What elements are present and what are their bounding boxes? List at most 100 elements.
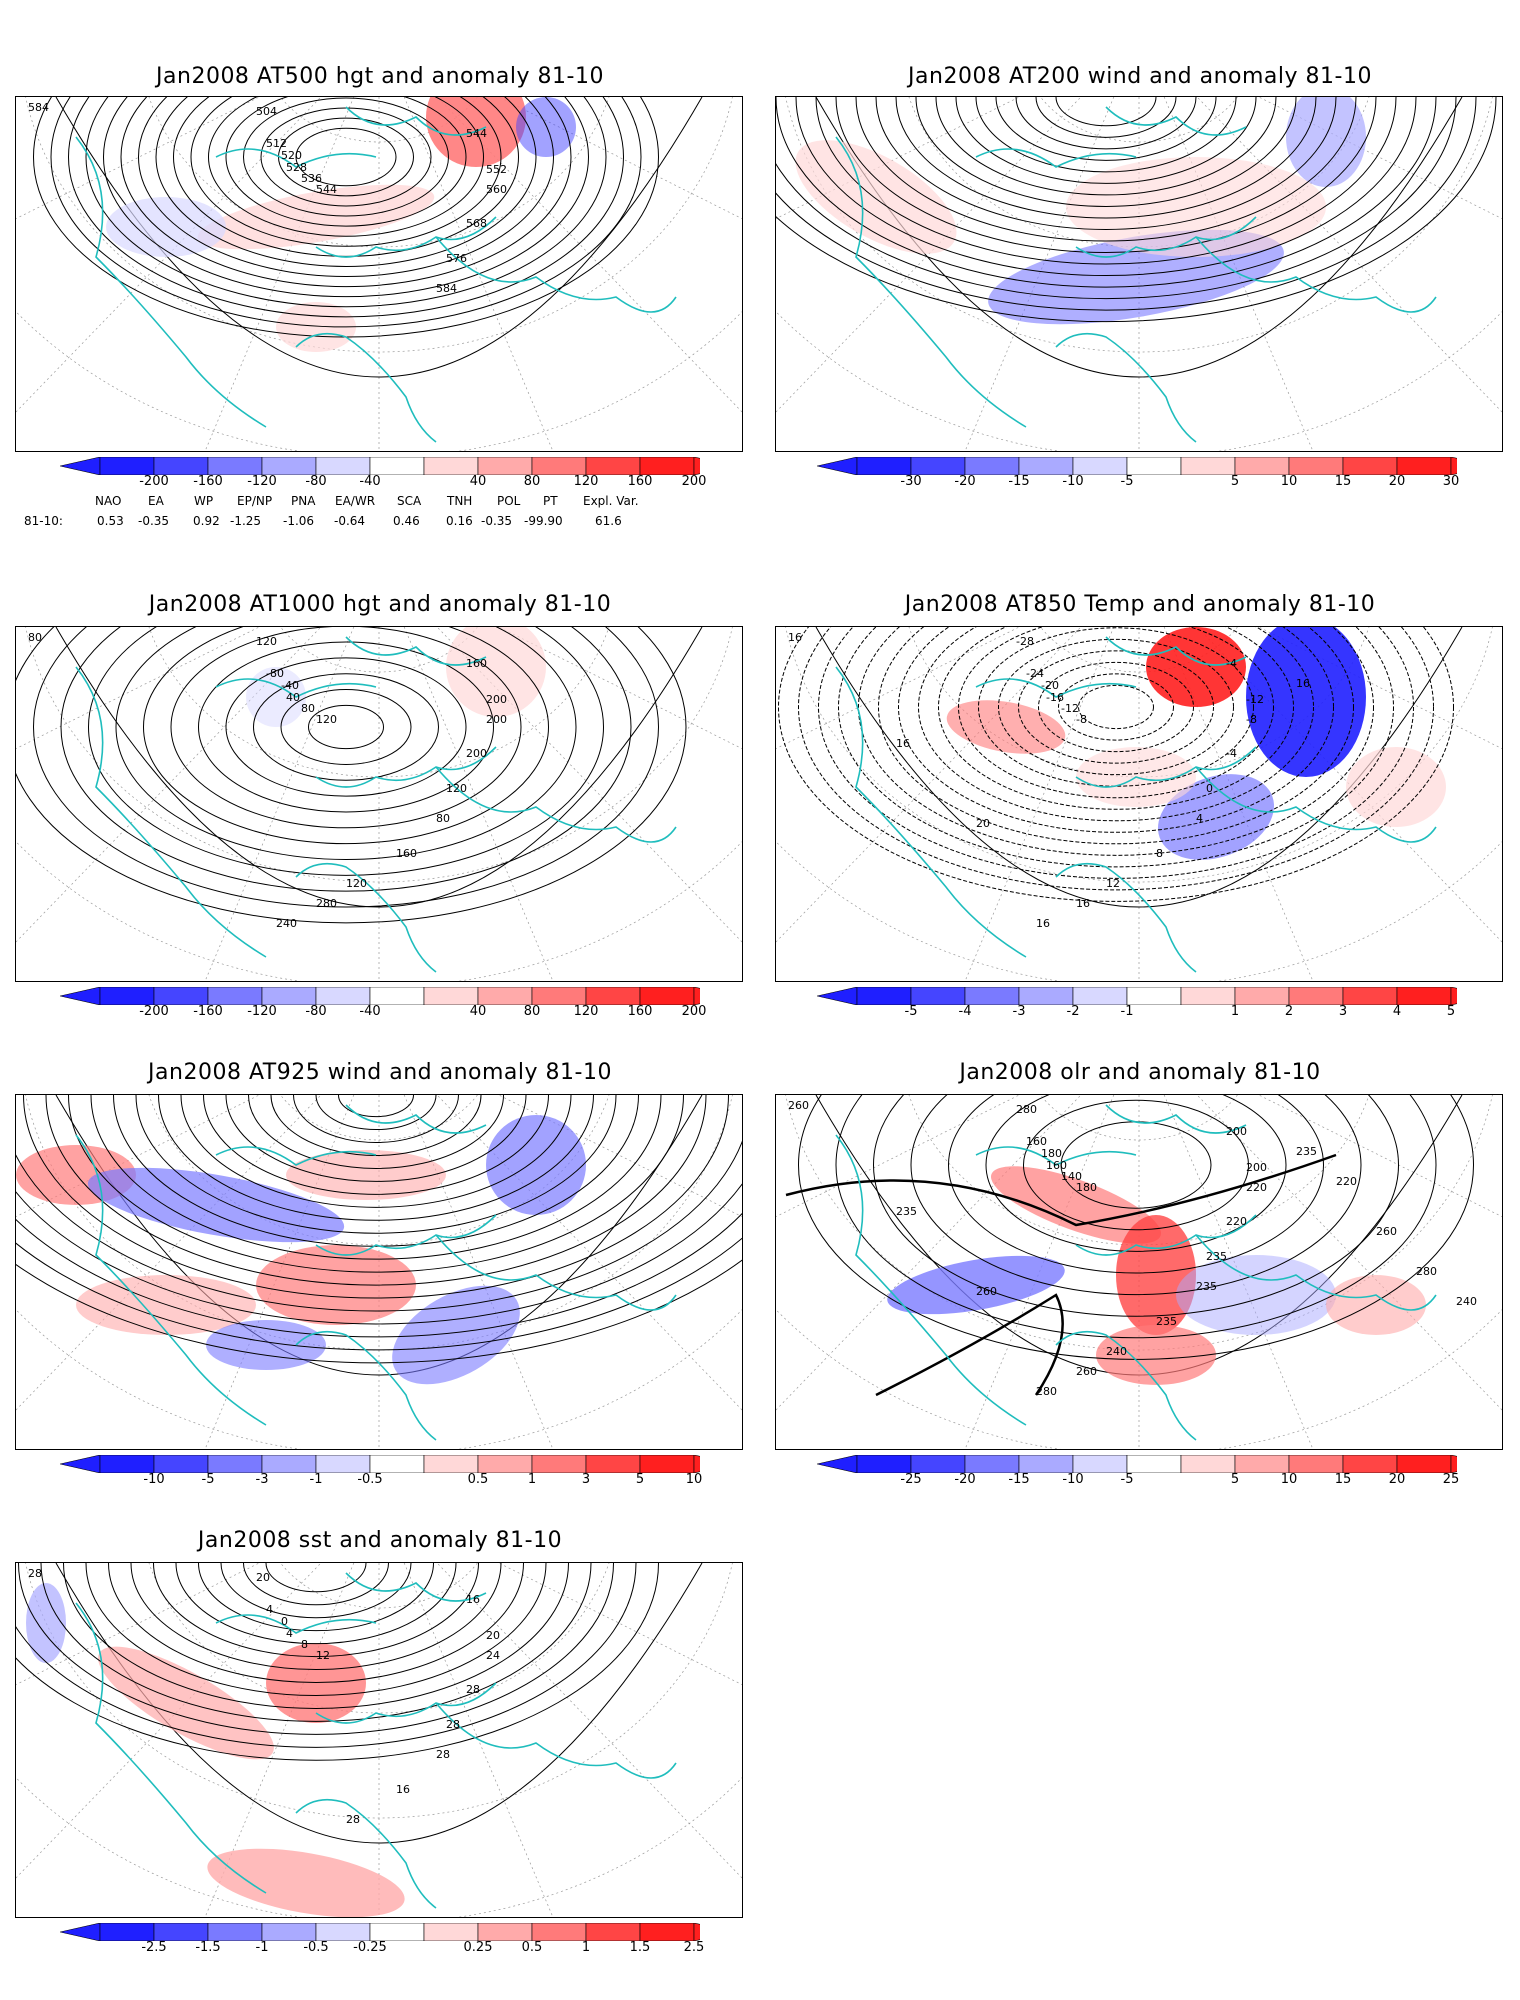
colorbar-tick-label: -40 [359, 1004, 381, 1019]
contour-line [16, 1563, 637, 1748]
colorbar-segment [964, 1455, 1020, 1473]
colorbar-right-arrow [693, 1923, 700, 1941]
contour-label: 200 [1226, 1125, 1247, 1138]
colorbar-tick-labels: -2.5 -1.5 -1 -0.5 -0.25 0.25 0.5 1 1.5 2.5 [60, 1940, 704, 1958]
map-boundary [55, 627, 703, 908]
colorbar-left-arrow [817, 1455, 858, 1473]
colorbar-tick-label: -20 [954, 474, 976, 489]
map-plot: 16 -28-24-20-16-12-8-4-12-8-4048121616201… [776, 627, 1502, 981]
longitude-line [16, 97, 260, 220]
panel-at500-hgt: Jan2008 AT500 hgt and anomaly 81-10 584 5… [0, 0, 760, 540]
contour-line [155, 97, 537, 267]
panel-title: Jan2008 AT925 wind and anomaly 81-10 [148, 1060, 612, 1085]
contour-line [835, 1095, 1437, 1339]
coastline [435, 766, 677, 843]
colorbar-tick-label: -1 [255, 1940, 269, 1955]
contour-label: 235 [1296, 1145, 1317, 1158]
contour-line [115, 627, 577, 860]
contour-line [33, 627, 659, 908]
contour-line [958, 627, 1274, 799]
contour-label: 576 [446, 252, 467, 265]
colorbar-tick-label: 5 [1230, 1472, 1240, 1487]
panel-at925-wind: Jan2008 AT925 wind and anomaly 81-10 -10… [0, 998, 760, 1498]
contour-label: 8 [301, 1638, 308, 1651]
colorbar-segment [1342, 1455, 1398, 1473]
coastline [215, 148, 377, 168]
contour-label: 235 [896, 1205, 917, 1218]
coastline [1195, 766, 1437, 843]
longitude-line [964, 1095, 1115, 1449]
longitude-line [1139, 1095, 1502, 1125]
contour-line-235 [785, 1153, 1337, 1227]
colorbar-segment [1018, 1455, 1074, 1473]
contour-line [270, 1095, 482, 1156]
contour-line [68, 1095, 684, 1273]
contour-label: 12 [316, 1649, 330, 1662]
contour-line [1055, 97, 1157, 127]
contour-line [175, 1563, 457, 1645]
contour-label: 20 [976, 817, 990, 830]
colorbar-tick-label: -0.5 [303, 1940, 329, 1955]
coastline [315, 1682, 497, 1724]
colorbar-segment [261, 1923, 317, 1941]
colorbar-right-arrow [693, 1455, 700, 1473]
contour-label: 16 [1036, 917, 1050, 930]
colorbar-segment [585, 457, 641, 475]
anomaly-shading [446, 627, 546, 717]
colorbar-segment [369, 1923, 425, 1941]
colorbar-tick-label: -10 [1062, 1472, 1084, 1487]
contour-label: 568 [466, 217, 487, 230]
contour-label: 220 [1246, 1181, 1267, 1194]
contour-line [198, 1563, 434, 1632]
map-boundary [55, 1095, 703, 1376]
colorbar-tick-label: 15 [1334, 474, 1352, 489]
longitude-line [204, 1563, 355, 1917]
tele-value-epnp: -1.25 [230, 514, 262, 528]
contour-label: 235 [1196, 1280, 1217, 1293]
contour-label: 120 [346, 877, 367, 890]
colorbar-tick-label: 0.5 [467, 1472, 489, 1487]
contour-line [798, 627, 1434, 891]
longitude-line [776, 1095, 1020, 1218]
contour-line [975, 97, 1237, 173]
colorbar-segment [1018, 457, 1074, 475]
coastline [1055, 1330, 1197, 1441]
longitude-line [1163, 627, 1314, 981]
colorbar-segment [99, 457, 155, 475]
tele-header-tnh: TNH [447, 494, 473, 508]
contour-line [910, 1095, 1362, 1296]
contour-line [918, 627, 1314, 822]
colorbar-tick-label: 160 [627, 1004, 653, 1019]
contour-line [16, 1183, 742, 1325]
contour-line [858, 627, 1374, 856]
panel-title: Jan2008 olr and anomaly 81-10 [959, 1060, 1321, 1085]
contour-label: 235 [1156, 1315, 1177, 1328]
contour-line [915, 97, 1297, 207]
tele-header-wp: WP [194, 494, 214, 508]
map-plot [776, 97, 1502, 451]
contour-label: 235 [1206, 1250, 1227, 1263]
colorbar-tick-label: 20 [1388, 1472, 1406, 1487]
contour-label: -4 [1226, 657, 1237, 670]
panel-title: Jan2008 sst and anomaly 81-10 [197, 1528, 563, 1553]
contour-line [338, 1095, 414, 1118]
longitude-line [204, 1095, 355, 1449]
tele-value-wp: 0.92 [193, 514, 220, 528]
map-frame: 16 -28 -24 -20 -16 -12 -8 -4 -12 -8 -4 0 4 8 12 16 16 20 1… [775, 626, 1503, 982]
coastline [295, 1330, 437, 1441]
panel-sst: Jan2008 sst and anomaly 81-10 28 20 4 0 4 8 12… [0, 1466, 760, 1986]
colorbar-tick-label: 40 [469, 474, 487, 489]
contour-label: 28 [466, 1683, 480, 1696]
contour-line [253, 673, 439, 781]
contour-line [16, 627, 687, 924]
tele-header-ea: EA [148, 494, 164, 508]
panel-title: Jan2008 AT500 hgt and anomaly 81-10 [156, 64, 604, 89]
contour-label: 536 [301, 172, 322, 185]
contour-label: 200 [1246, 1161, 1267, 1174]
coastline [1075, 216, 1257, 258]
coastline [1055, 332, 1197, 443]
contour-line [985, 1095, 1287, 1252]
colorbar-segment [261, 457, 317, 475]
contour-line [778, 627, 1454, 902]
contour-label: -8 [1076, 713, 1087, 726]
